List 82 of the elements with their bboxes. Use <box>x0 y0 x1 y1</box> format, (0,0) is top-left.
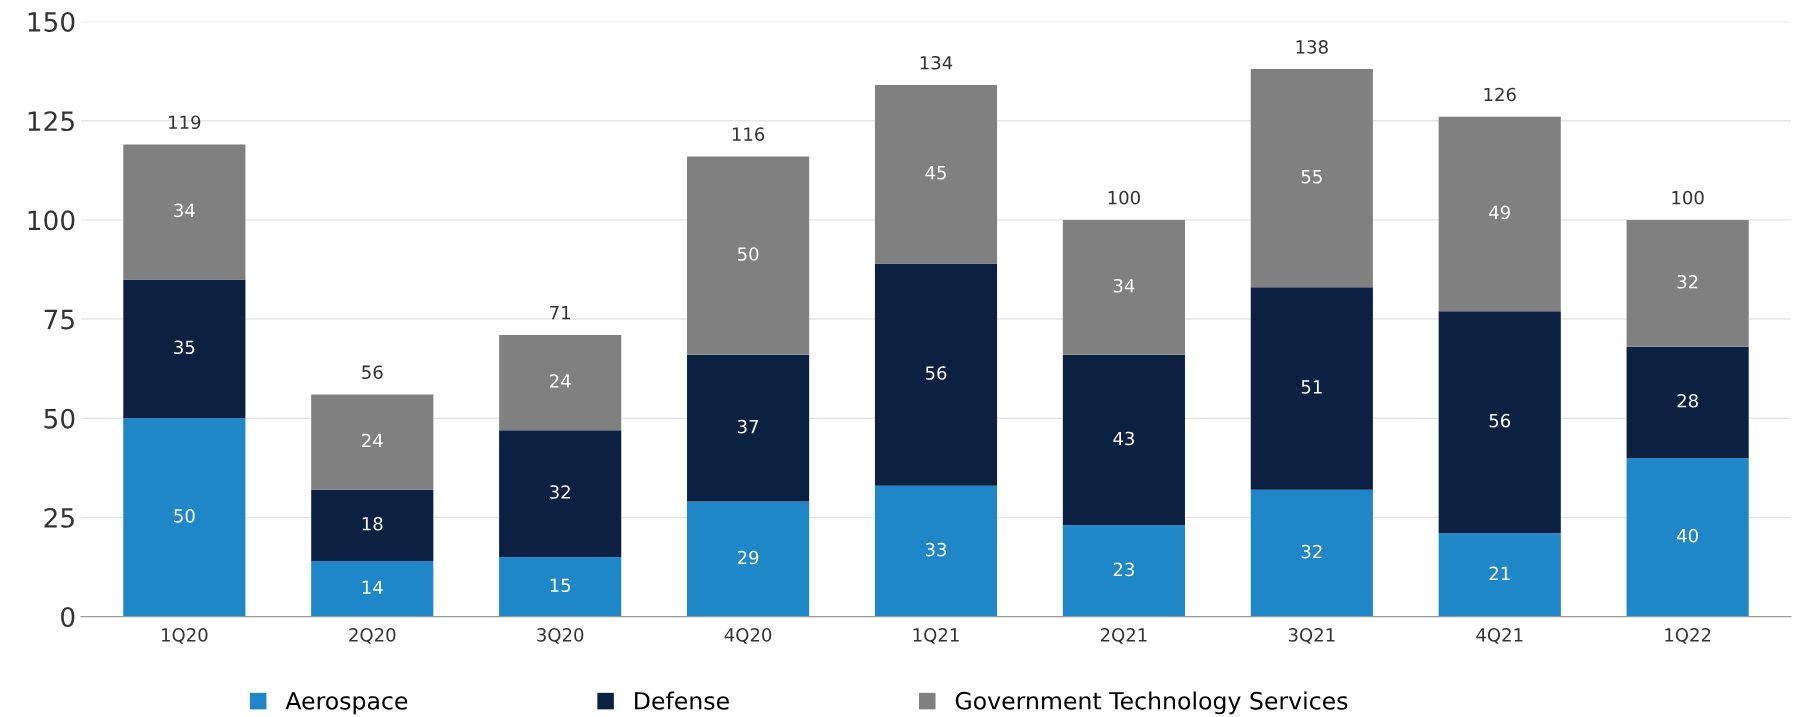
y-tick-label: 100 <box>28 210 75 231</box>
y-tick-label: 75 <box>44 309 74 330</box>
bar <box>1626 219 1749 347</box>
data-label: 23 <box>1113 562 1134 577</box>
legend-label: Government Technology Services <box>955 691 1348 715</box>
total-label: 126 <box>1484 87 1516 102</box>
data-label: 49 <box>1489 205 1510 220</box>
data-label: 32 <box>1677 274 1698 289</box>
bar <box>499 334 622 431</box>
bar <box>1438 533 1561 617</box>
x-tick-label: 4Q21 <box>1476 628 1523 644</box>
total-label: 56 <box>362 365 383 380</box>
data-label: 28 <box>1677 393 1698 408</box>
data-label: 56 <box>1489 413 1511 428</box>
total-label: 100 <box>1672 190 1704 205</box>
total-label: 116 <box>732 127 765 141</box>
data-label: 50 <box>174 509 195 523</box>
bar <box>1438 311 1561 534</box>
bar <box>1626 457 1749 617</box>
y-tick-label: 25 <box>44 507 74 528</box>
data-label: 45 <box>925 166 946 180</box>
bar <box>1250 489 1373 617</box>
x-tick-label: 3Q21 <box>1288 628 1335 644</box>
data-label: 24 <box>362 433 383 448</box>
bar <box>687 354 810 502</box>
total-label: 134 <box>920 55 953 70</box>
data-label: 51 <box>1301 380 1322 394</box>
legend-label: Defense <box>635 691 729 710</box>
x-tick-label: 1Q20 <box>162 628 208 644</box>
y-tick-label: 0 <box>61 607 75 628</box>
data-label: 18 <box>362 516 383 531</box>
data-label: 37 <box>737 419 759 434</box>
data-label: 29 <box>737 550 759 565</box>
data-label: 34 <box>174 203 195 218</box>
bar <box>1062 354 1185 526</box>
bar <box>123 418 246 617</box>
y-tick-label: 50 <box>44 408 75 429</box>
bar <box>123 279 246 419</box>
data-label: 14 <box>362 580 383 594</box>
data-label: 34 <box>1113 278 1135 293</box>
bar <box>1250 287 1373 490</box>
data-label: 40 <box>1677 528 1698 543</box>
total-label: 71 <box>550 306 570 320</box>
total-label: 100 <box>1108 190 1140 205</box>
total-label: 138 <box>1296 40 1328 54</box>
bar <box>311 394 434 490</box>
bar <box>311 561 434 617</box>
data-label: 24 <box>550 374 571 388</box>
bar <box>874 485 998 617</box>
data-label: 21 <box>1489 566 1510 580</box>
bar <box>1626 346 1749 458</box>
data-label: 56 <box>925 366 947 380</box>
x-tick-label: 2Q20 <box>349 628 396 644</box>
bar <box>874 263 998 486</box>
bar <box>687 156 810 355</box>
legend-label: Aerospace <box>285 692 408 715</box>
y-tick-label: 150 <box>28 11 75 32</box>
y-tick-label: 125 <box>28 111 74 132</box>
bar <box>311 489 434 562</box>
bar <box>123 144 246 280</box>
data-label: 33 <box>925 542 947 557</box>
x-tick-label: 3Q20 <box>537 628 584 644</box>
bar <box>1438 116 1561 312</box>
data-label: 32 <box>550 485 570 499</box>
data-label: 32 <box>1301 544 1322 559</box>
x-tick-label: 1Q22 <box>1665 628 1711 644</box>
data-label: 43 <box>1113 431 1134 446</box>
data-label: 15 <box>550 578 571 593</box>
bar <box>499 557 622 617</box>
bar <box>1250 69 1373 288</box>
bar <box>874 84 998 264</box>
bar <box>687 501 810 617</box>
data-label: 35 <box>174 340 195 355</box>
bar <box>1062 219 1185 355</box>
bar <box>1062 525 1185 617</box>
bar <box>499 430 622 558</box>
x-tick-label: 1Q21 <box>913 628 959 644</box>
data-label: 50 <box>737 247 759 261</box>
x-tick-label: 4Q20 <box>724 628 772 644</box>
x-tick-label: 2Q21 <box>1100 628 1147 644</box>
data-label: 55 <box>1301 170 1322 184</box>
total-label: 119 <box>169 115 201 130</box>
